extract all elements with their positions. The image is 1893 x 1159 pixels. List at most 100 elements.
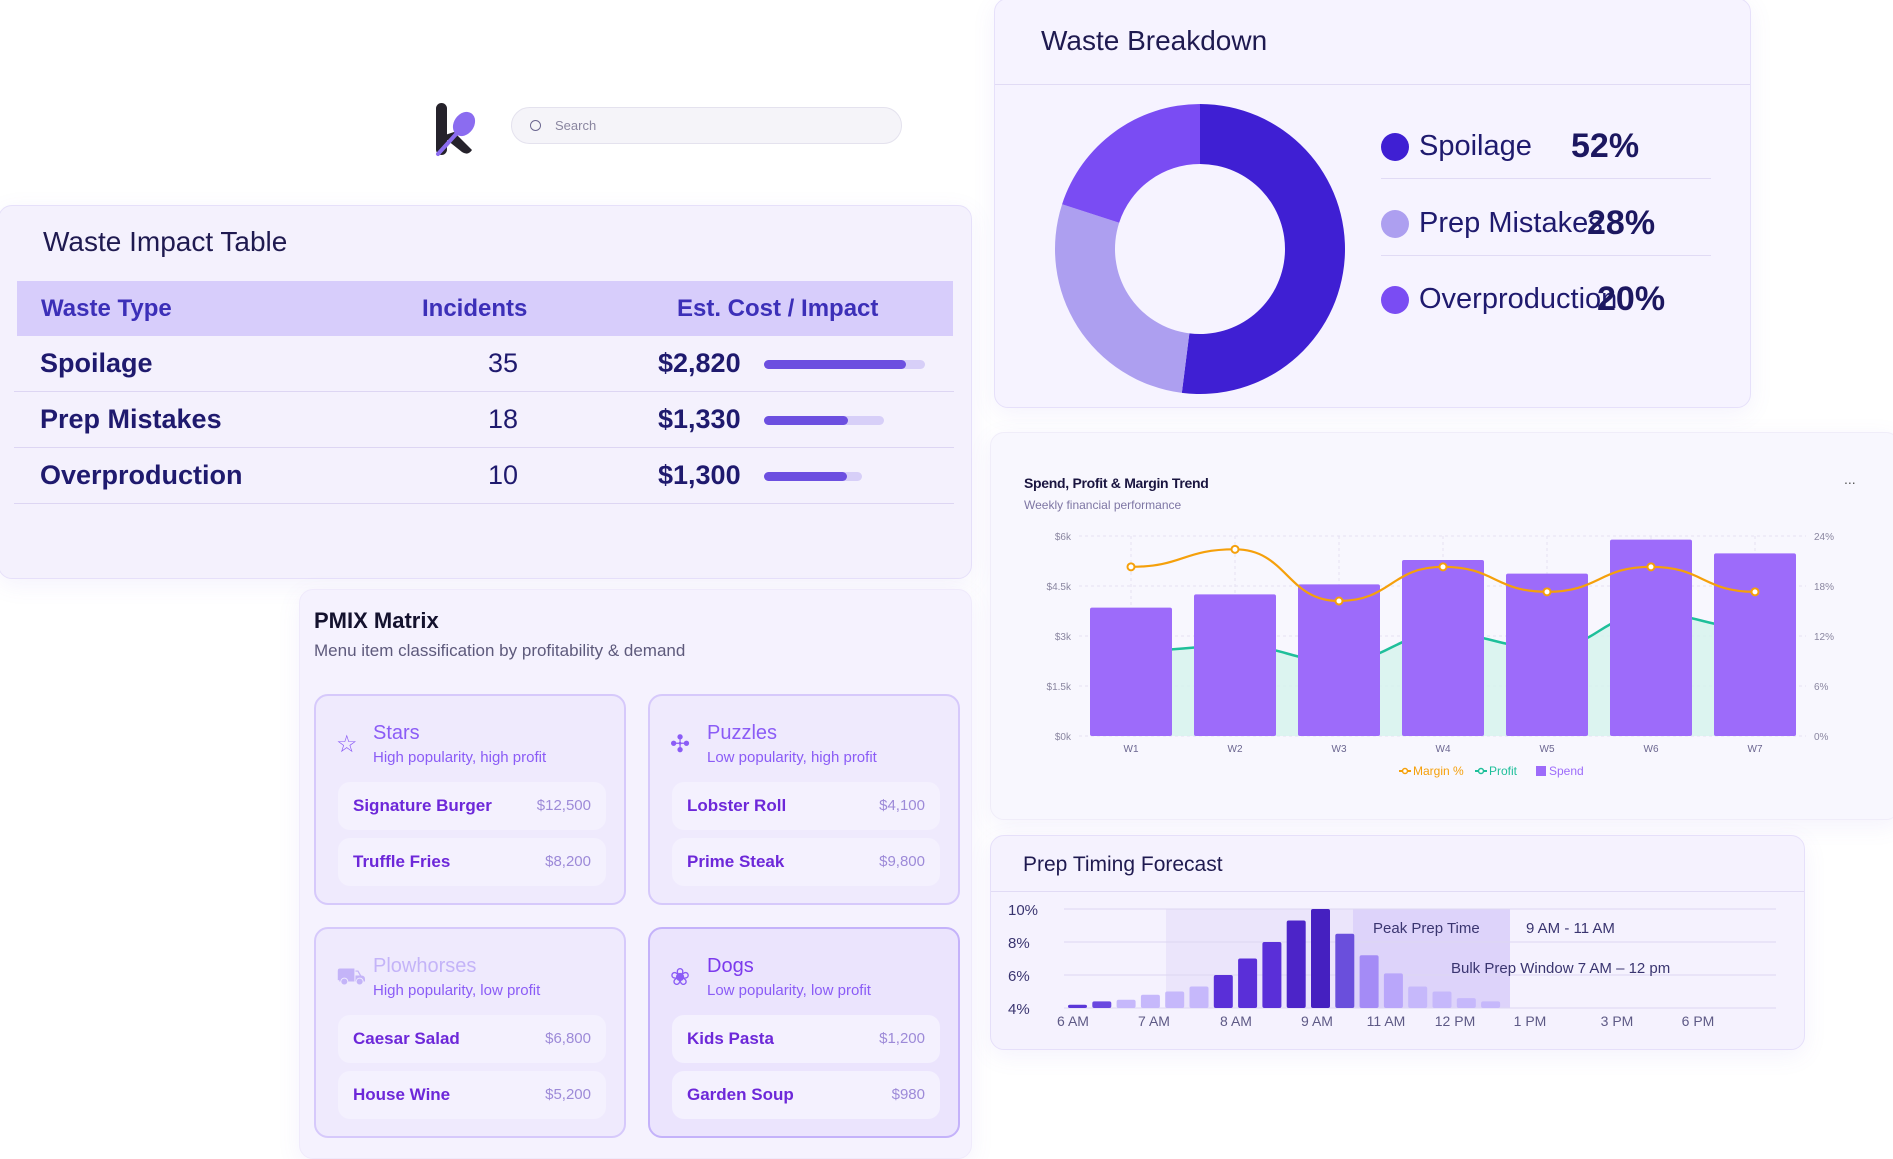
menu-item[interactable]: Caesar Salad $6,800 (338, 1015, 606, 1063)
menu-item-name: Kids Pasta (687, 1029, 774, 1048)
prep-bar[interactable] (1262, 942, 1282, 1008)
menu-item-value: $4,100 (879, 797, 925, 814)
x-tick: 6 PM (1682, 1013, 1715, 1029)
y-tick-right: 6% (1814, 682, 1829, 693)
divider (995, 84, 1750, 85)
margin-point-W2[interactable] (1230, 544, 1240, 554)
legend-dot (1381, 286, 1409, 314)
prep-bar[interactable] (1408, 986, 1428, 1008)
prep-bar[interactable] (1068, 1004, 1087, 1008)
legend-label[interactable]: Margin % (1413, 764, 1464, 778)
spend-bar-W7[interactable] (1714, 553, 1796, 736)
menu-item-name: House Wine (353, 1085, 451, 1104)
x-tick: 8 AM (1220, 1013, 1252, 1029)
search-placeholder: Search (555, 118, 597, 133)
prep-bar[interactable] (1286, 920, 1306, 1008)
margin-point-W6[interactable] (1646, 562, 1656, 572)
x-tick: W5 (1540, 744, 1555, 755)
impact-bar (764, 360, 925, 369)
prep-bar[interactable] (1335, 933, 1355, 1008)
menu-item-name: Truffle Fries (353, 852, 451, 871)
y-tick-right: 12% (1814, 632, 1834, 643)
prep-bar[interactable] (1140, 994, 1160, 1008)
chart-title: Spend, Profit & Margin Trend (1024, 475, 1209, 491)
quadrant-stars[interactable]: ☆ Stars High popularity, high profit Sig… (314, 694, 626, 905)
spend-bar-W3[interactable] (1298, 584, 1380, 736)
margin-point-W4[interactable] (1438, 562, 1448, 572)
more-options-button[interactable]: ... (1844, 471, 1856, 487)
menu-item[interactable]: Lobster Roll $4,100 (672, 782, 940, 830)
prep-timing-card: Prep Timing Forecast 4% 6% 8% 10% 6 AM 7 AM 8 … (990, 835, 1805, 1050)
prep-bar[interactable] (1238, 958, 1258, 1009)
prep-bar[interactable] (1311, 909, 1330, 1008)
menu-item[interactable]: Signature Burger $12,500 (338, 782, 606, 830)
y-tick-right: 0% (1814, 732, 1829, 743)
divider (991, 891, 1804, 892)
donut-slice-spoilage[interactable] (1181, 104, 1345, 394)
legend-label[interactable]: Spend (1549, 764, 1584, 778)
x-tick: 1 PM (1514, 1013, 1547, 1029)
quadrant-name: Plowhorses (373, 955, 477, 977)
impact-bar-fill (764, 360, 906, 369)
puzzle-icon: ✣ (670, 731, 691, 758)
prep-bar[interactable] (1189, 986, 1209, 1008)
quadrant-plowhorses[interactable]: ⛟ Plowhorses High popularity, low profit… (314, 927, 626, 1138)
spend-bar-W6[interactable] (1610, 539, 1692, 736)
spend-bar-W1[interactable] (1090, 607, 1172, 736)
impact-bar (764, 416, 884, 425)
prep-bar[interactable] (1116, 999, 1136, 1008)
margin-point-W3[interactable] (1334, 596, 1344, 606)
menu-item[interactable]: Garden Soup $980 (672, 1071, 940, 1119)
x-tick: 6 AM (1057, 1013, 1089, 1029)
quadrant-puzzles[interactable]: ✣ Puzzles Low popularity, high profit Lo… (648, 694, 960, 905)
search-input[interactable]: Search (511, 107, 902, 144)
quadrant-description: Low popularity, high profit (707, 749, 877, 766)
prep-bar[interactable] (1481, 1001, 1501, 1008)
prep-bar[interactable] (1383, 973, 1403, 1008)
spend-profit-margin-card: Spend, Profit & Margin Trend Weekly fina… (990, 432, 1893, 820)
x-tick: 7 AM (1138, 1013, 1170, 1029)
col-waste-type: Waste Type (41, 294, 172, 322)
spend-chart: $0k 0% $1.5k 6% $3k 12% $4.5k 18% $6k 24% W1 W2 W3 W4… (1047, 532, 1835, 778)
prep-bar[interactable] (1359, 955, 1379, 1008)
legend-marker (1401, 767, 1409, 775)
table-row: Overproduction 10 $1,300 (14, 448, 954, 504)
x-tick: 3 PM (1601, 1013, 1634, 1029)
y-tick-left: $6k (1055, 532, 1072, 543)
legend-dot (1381, 133, 1409, 161)
legend-label: Prep Mistakes (1419, 207, 1603, 239)
menu-item[interactable]: Truffle Fries $8,200 (338, 838, 606, 886)
pmix-matrix-card: PMIX Matrix Menu item classification by … (299, 589, 972, 1159)
col-cost: Est. Cost / Impact (677, 294, 879, 322)
spend-bar-W5[interactable] (1506, 573, 1588, 736)
y-tick: 8% (1008, 935, 1030, 952)
margin-point-W7[interactable] (1750, 587, 1760, 597)
est-cost: $1,330 (658, 404, 741, 434)
prep-bar[interactable] (1165, 991, 1185, 1009)
prep-bar[interactable] (1456, 998, 1476, 1008)
margin-point-W1[interactable] (1126, 562, 1136, 572)
menu-item-value: $12,500 (536, 797, 591, 814)
est-cost: $2,820 (658, 348, 741, 378)
incidents: 10 (488, 460, 519, 490)
x-tick: W6 (1644, 744, 1659, 755)
quadrant-dogs[interactable]: ❀ Dogs Low popularity, low profit Kids P… (648, 927, 960, 1138)
x-tick: W7 (1748, 744, 1763, 755)
impact-bar (764, 472, 863, 481)
menu-item[interactable]: Prime Steak $9,800 (672, 838, 940, 886)
prep-bar[interactable] (1213, 975, 1233, 1008)
spend-bar-W4[interactable] (1402, 560, 1484, 736)
donut-slice-prep-mistakes[interactable] (1055, 204, 1190, 393)
prep-bar[interactable] (1092, 1001, 1112, 1008)
spend-bar-W2[interactable] (1194, 594, 1276, 736)
legend-label[interactable]: Profit (1489, 764, 1518, 778)
prep-chart: 4% 6% 8% 10% 6 AM 7 AM 8 AM 9 AM 11 AM 12 PM 1 PM 3… (1008, 902, 1776, 1029)
quadrant-name: Stars (373, 722, 420, 744)
menu-item[interactable]: Kids Pasta $1,200 (672, 1015, 940, 1063)
donut-slice-overproduction[interactable] (1062, 104, 1200, 223)
x-tick: 12 PM (1435, 1013, 1475, 1029)
prep-bar[interactable] (1432, 991, 1452, 1009)
menu-item[interactable]: House Wine $5,200 (338, 1071, 606, 1119)
margin-point-W5[interactable] (1542, 587, 1552, 597)
menu-item-value: $980 (891, 1086, 925, 1103)
